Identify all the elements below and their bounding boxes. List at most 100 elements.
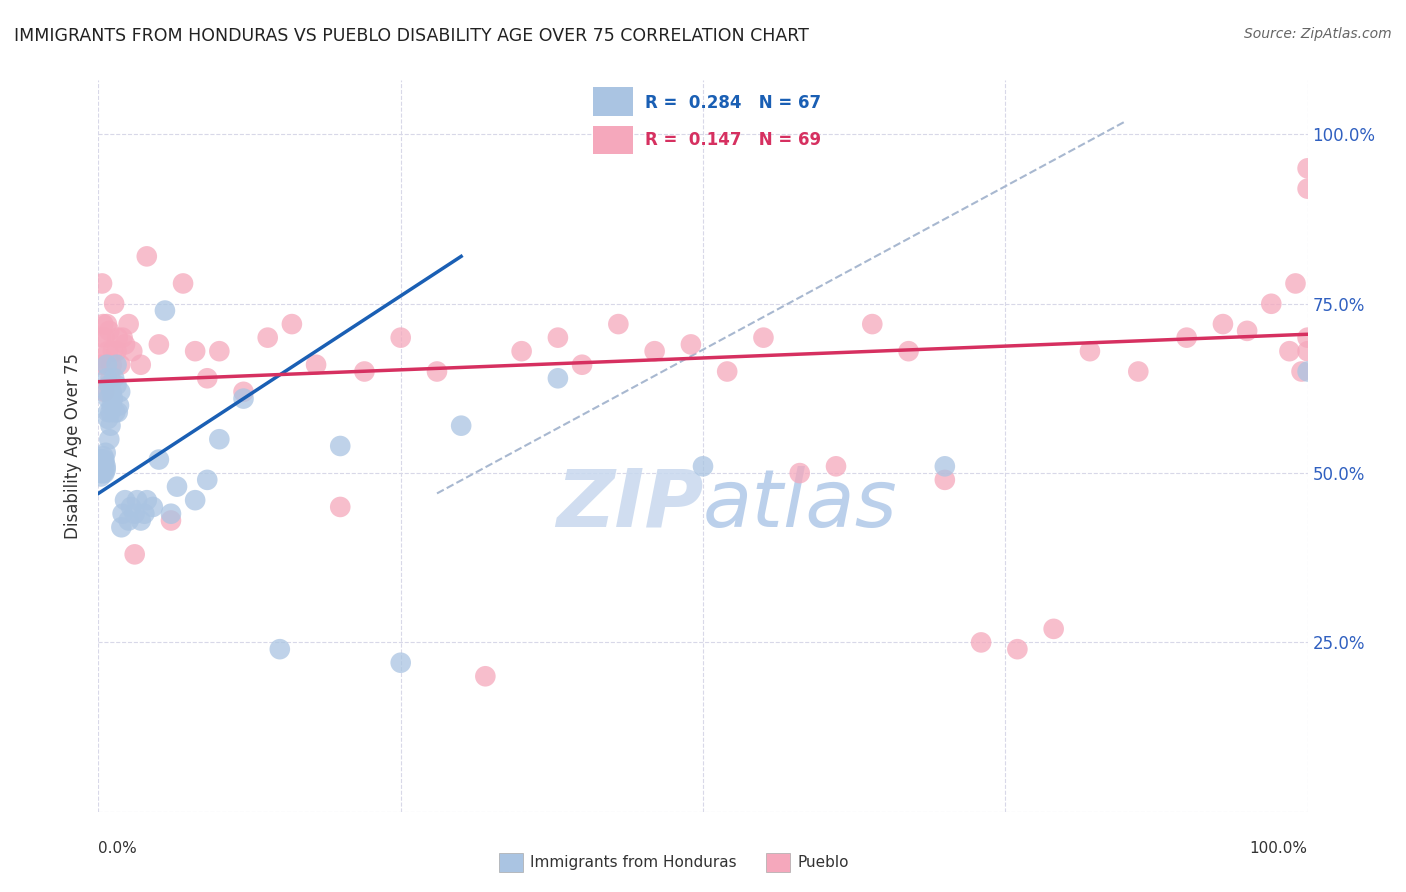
Point [160, 507, 183, 521]
Point [1284, 277, 1306, 291]
Text: Source: ZipAtlas.com: Source: ZipAtlas.com [1244, 27, 1392, 41]
Point [91, 351, 114, 365]
Point [897, 344, 920, 359]
Point [121, 344, 143, 359]
Point [232, 384, 254, 399]
Point [101, 392, 124, 406]
Point [91, 449, 114, 463]
Point [148, 452, 170, 467]
Point [510, 344, 533, 359]
Point [124, 547, 146, 561]
Point [91, 317, 114, 331]
Point [789, 466, 811, 480]
Point [96, 358, 118, 372]
Text: Immigrants from Honduras: Immigrants from Honduras [530, 855, 737, 870]
Point [94, 463, 117, 477]
Point [97, 412, 120, 426]
Point [91, 456, 114, 470]
Point [129, 358, 152, 372]
Point [184, 344, 207, 359]
Point [104, 405, 127, 419]
Y-axis label: Disability Age Over 75: Disability Age Over 75 [65, 353, 83, 539]
Point [1296, 344, 1319, 359]
Point [1078, 344, 1101, 359]
Point [91, 459, 114, 474]
Point [825, 459, 848, 474]
Point [114, 493, 136, 508]
Point [389, 331, 412, 345]
Point [103, 297, 125, 311]
Point [571, 358, 593, 372]
Point [135, 249, 157, 263]
Point [281, 317, 304, 331]
Point [1128, 364, 1150, 378]
Point [114, 337, 136, 351]
Point [1007, 642, 1029, 657]
Point [103, 371, 125, 385]
Point [93, 331, 115, 345]
Point [93, 452, 115, 467]
Text: ZIP: ZIP [555, 466, 703, 543]
Point [1042, 622, 1064, 636]
Point [96, 371, 118, 385]
Point [96, 317, 118, 331]
Text: Pueblo: Pueblo [797, 855, 849, 870]
Point [107, 405, 129, 419]
Point [118, 514, 141, 528]
Point [679, 337, 702, 351]
Text: 0.0%: 0.0% [98, 841, 138, 856]
Bar [593, 126, 633, 154]
Point [353, 364, 375, 378]
Point [101, 344, 124, 359]
Text: IMMIGRANTS FROM HONDURAS VS PUEBLO DISABILITY AGE OVER 75 CORRELATION CHART: IMMIGRANTS FROM HONDURAS VS PUEBLO DISAB… [14, 27, 808, 45]
Point [129, 514, 152, 528]
Point [269, 642, 291, 657]
Point [98, 378, 121, 392]
Point [153, 303, 176, 318]
Point [1212, 317, 1234, 331]
Point [970, 635, 993, 649]
Point [100, 371, 122, 385]
Point [97, 405, 120, 419]
Point [90, 456, 112, 470]
Point [90, 469, 112, 483]
Point [1175, 331, 1198, 345]
Point [91, 459, 114, 474]
Point [100, 384, 122, 399]
Point [90, 452, 112, 467]
Point [1296, 181, 1319, 195]
Point [607, 317, 630, 331]
Point [105, 344, 128, 359]
Point [91, 466, 114, 480]
Point [172, 277, 194, 291]
Point [135, 493, 157, 508]
Point [1260, 297, 1282, 311]
Point [91, 277, 114, 291]
Point [93, 384, 115, 399]
Point [100, 418, 122, 433]
Point [100, 405, 122, 419]
Point [752, 331, 775, 345]
Point [195, 473, 218, 487]
Point [105, 378, 128, 392]
Point [108, 358, 131, 372]
Point [89, 459, 111, 474]
Bar [593, 87, 633, 116]
Point [110, 520, 132, 534]
Point [90, 331, 112, 345]
Point [107, 331, 129, 345]
Point [1278, 344, 1301, 359]
Point [1296, 331, 1319, 345]
Point [94, 358, 117, 372]
Point [118, 317, 141, 331]
Point [426, 364, 449, 378]
Point [93, 456, 115, 470]
Point [934, 473, 956, 487]
Point [232, 392, 254, 406]
Point [142, 500, 165, 514]
Text: R =  0.147   N = 69: R = 0.147 N = 69 [645, 131, 821, 149]
Point [124, 507, 146, 521]
Point [89, 466, 111, 480]
Point [547, 331, 569, 345]
Point [1236, 324, 1258, 338]
